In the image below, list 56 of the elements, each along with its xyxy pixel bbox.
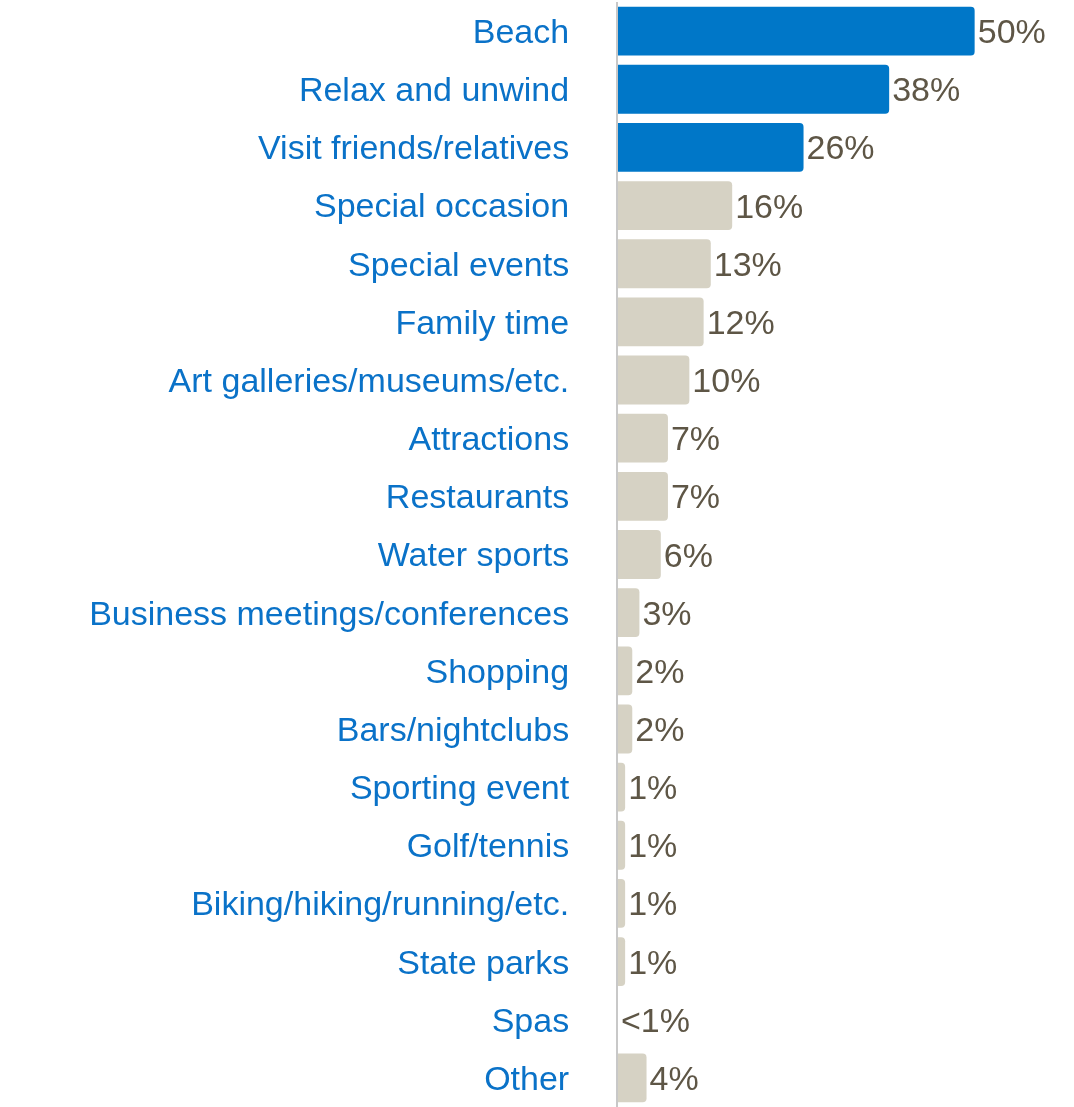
data-label: 1%	[628, 884, 678, 923]
data-label: 12%	[706, 302, 775, 341]
bar	[618, 820, 626, 870]
data-label: 1%	[628, 768, 678, 807]
bar	[618, 530, 661, 579]
y-tick-label: Restaurants	[385, 477, 570, 516]
data-label: 3%	[642, 593, 692, 632]
data-label: 1%	[628, 826, 678, 865]
bar	[618, 239, 711, 289]
bar	[618, 704, 633, 754]
data-label: 10%	[692, 361, 761, 400]
y-tick-label: Art galleries/museums/etc.	[168, 360, 570, 399]
text: <1%	[621, 1000, 690, 1039]
bar	[618, 646, 633, 696]
y-tick-label: Relax and unwind	[298, 70, 570, 109]
y-tick-label: Family time	[395, 302, 570, 341]
data-label: 1%	[628, 942, 678, 981]
bar	[618, 762, 626, 812]
data-label: 38%	[892, 70, 961, 109]
y-tick-label: Bars/nightclubs	[336, 709, 570, 748]
data-label: 16%	[735, 186, 804, 225]
y-tick-label: State parks	[397, 942, 570, 981]
y-tick-label: Visit friends/relatives	[258, 128, 570, 167]
y-tick-label: Special occasion	[314, 186, 570, 225]
y-tick-label: Shopping	[425, 651, 570, 690]
y-tick-label: Attractions	[408, 419, 570, 458]
y-tick-label: Sporting event	[349, 768, 570, 807]
data-label: 2%	[635, 709, 685, 748]
data-label: 4%	[649, 1058, 699, 1097]
y-tick-label: Water sports	[377, 535, 570, 574]
data-label: 7%	[670, 419, 721, 458]
data-label: 7%	[670, 477, 721, 516]
bar	[618, 64, 890, 114]
y-tick-label: Beach	[472, 11, 570, 50]
bar	[618, 879, 626, 928]
bar	[618, 297, 704, 347]
data-label: 50%	[977, 12, 1046, 51]
data-label: 26%	[806, 128, 875, 167]
y-tick-label: Business meetings/conferences	[89, 593, 570, 632]
data-label: 13%	[713, 244, 782, 283]
bar	[618, 6, 975, 56]
bar	[618, 355, 690, 405]
bar	[618, 413, 668, 463]
bar	[618, 1053, 647, 1103]
y-tick-label: Other	[484, 1058, 570, 1097]
bar	[618, 122, 804, 172]
data-label: 2%	[635, 651, 685, 690]
y-tick-label: Biking/hiking/running/etc.	[191, 884, 570, 923]
bar	[618, 181, 733, 230]
y-tick-label: Spas	[491, 1000, 570, 1039]
y-tick-label: Golf/tennis	[406, 826, 570, 865]
y-tick-label: Special events	[348, 244, 570, 283]
bar	[618, 937, 626, 987]
data-label: 6%	[663, 535, 713, 574]
bar	[618, 588, 640, 638]
bar	[618, 471, 668, 521]
